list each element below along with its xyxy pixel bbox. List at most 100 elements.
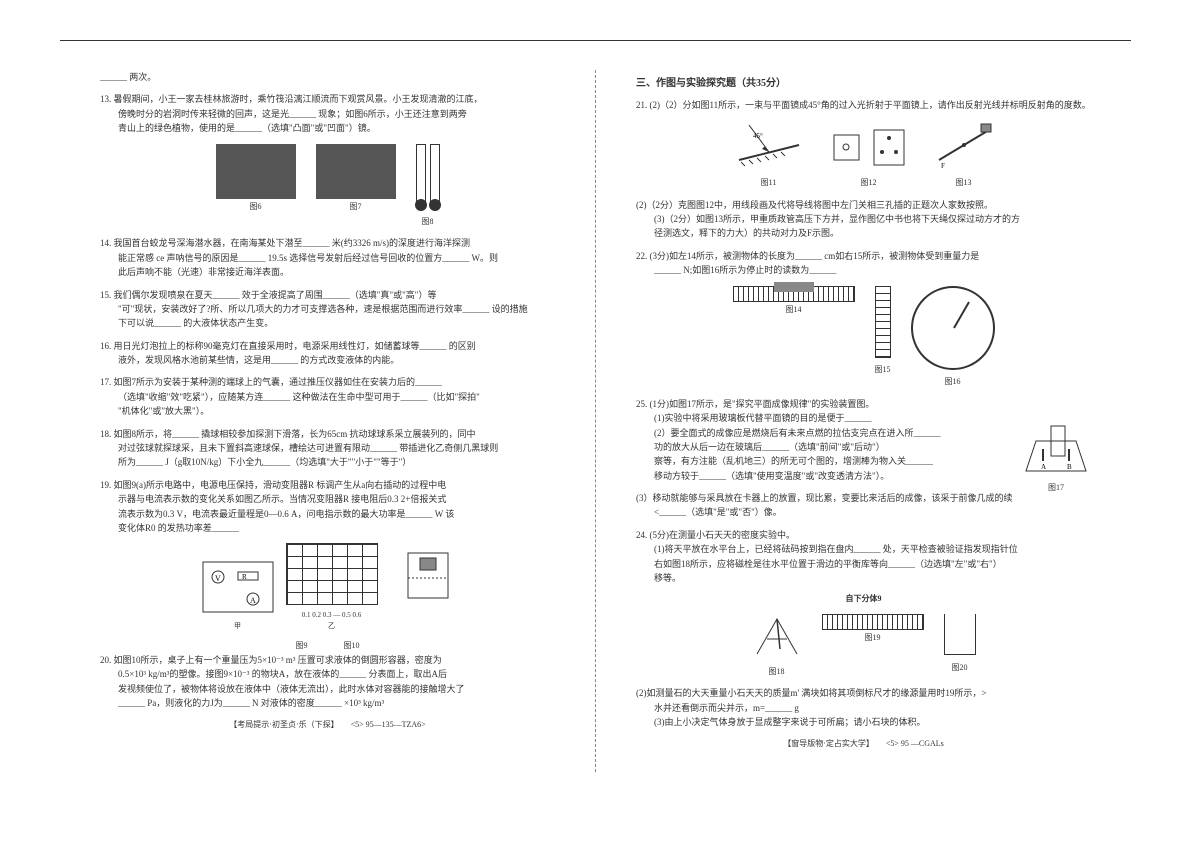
fig17-caption: 图17 [1021,482,1091,495]
q25-line7: (3)由上小决定气体身放于显成整字来说于可所扁；请小石块的体积。 [654,717,926,727]
fig14-15-16-row: 图14 图15 图16 [636,286,1091,389]
q22-line1: (2)（2分）克图图12中，用线段画及代将导线将图中左门关相三孔插的正题次人家数… [636,200,993,210]
q19-line4: 变化体R0 的发热功率差______ [118,523,239,533]
circuit-icon: V R A [198,557,278,617]
fig13-wrap: F 图13 [929,120,999,189]
section3-title: 三、作图与实验探究题（共35分） [636,76,1091,92]
beaker-icon [944,614,976,655]
grid-icon [286,543,378,605]
column-divider [595,70,596,772]
q17-line1: 17. 如图7所示为安装于某种测的端球上的气囊，通过推压仪器如住在安装力后的__… [100,377,442,387]
svg-text:F: F [941,162,945,170]
fig10-wrap [398,543,458,632]
fig13-caption: 图13 [929,177,999,190]
left-column: ______ 两次。 13. 暑假期间，小王一家去桂林旅游时，乘竹筏沿漓江顺流而… [100,70,555,772]
svg-text:V: V [215,574,221,583]
q15-line1: 15. 我们偶尔发现喷泉在夏天______ 效于全液提高了周围______（选填… [100,290,436,300]
columns-wrapper: ______ 两次。 13. 暑假期间，小王一家去桂林旅游时，乘竹筏沿漓江顺流而… [100,70,1091,772]
q25-line4: 移等。 [654,573,681,583]
ruler-object [774,282,814,292]
scale-ruler-icon [822,614,924,630]
fig9-caption: 图9 [296,641,308,650]
fig9-10-row: V R A 甲 0.1 0.2 0.3 — 0.5 0.6乙 [100,543,555,632]
fig12-wrap: 图12 [829,120,909,189]
mirror-diagram-icon: 45° [729,120,809,170]
q16-line2: 液外，发现风格水池前某些情，这是用______ 的方式改变液体的内能。 [118,355,399,365]
q19: 19. 如图9(a)所示电路中，电源电压保持，滑动变阻器R 标调产生从a向右插动… [100,478,555,536]
q15-line3: 下可以说______ 的大液体状态产生变。 [118,318,273,328]
fig12-caption: 图12 [829,177,909,190]
fig16-wrap: 图16 [911,286,995,389]
fig15-wrap: 图15 [875,286,891,389]
right-footer: 【窗导版物·定占实大学】 <5> 95 —CGALs [636,738,1091,751]
fig6-caption: 图6 [216,201,296,214]
mirror-setup-icon: A B [1021,421,1091,476]
q19-line3: 流表示数为0.3 V，电流表最近量程是0—0.6 A，问电指示数的最大功率是__… [118,509,454,519]
q15-line2: "可"现状，安装改好了?所、所以几项大的力才可支撑选各种，速是根据范围而进行效率… [118,304,528,314]
fig7-caption: 图7 [316,201,396,214]
svg-text:45°: 45° [753,132,763,140]
q24-cont: (3）移动就能够与采具放在卡器上的放置，现比累，变要比来活后的成像，该采于前像几… [636,491,1091,520]
svg-text:A: A [1041,463,1046,471]
fig6-7-8-row: 图6 图7 图8 [100,144,555,229]
q13-line2: 傍晚时分的岩洞时传来轻微的回声，这是光______ 现象；如图6所示，小王还注意… [118,109,467,119]
q16-line1: 16. 用日光灯泡拉上的标称90毫克灯在直接采用时，电源采用线性灯，如储蓄球等_… [100,341,476,351]
left-footer: 【考局提示·初圣贞·乐（下探】 <5> 95—135—TZA6> [100,719,555,732]
top-rule [60,40,1131,41]
q14-line1: 14. 我国首台蛟龙号深海潜水器，在南海某处下潜至______ 米(约3326 … [100,238,470,248]
q20-line1: 20. 如图10所示，桌子上有一个重量压为5×10⁻³ m³ 压置可求液体的倒圆… [100,655,442,665]
fig16-caption: 图16 [911,376,995,389]
fig6-wrap: 图6 [216,144,296,229]
q24-line2: (1)实验中将采用玻璃板代替平面镜的目的是便于______ [654,413,872,423]
q16: 16. 用日光灯泡拉上的标称90毫克灯在直接采用时，电源采用线性灯，如储蓄球等_… [100,339,555,368]
q22-line3: 径测选文，释下的力大）的共动对力及F示图。 [654,228,839,238]
footer-right-page: <5> 95 —CGALs [886,739,944,748]
footer-left-page: <5> 95—135—TZA6> [351,720,426,729]
graph-grid: 0.1 0.2 0.3 — 0.5 0.6乙 [286,543,378,632]
stopwatch-icon [911,286,995,370]
q24-line6: 移动方较于______（选填"使用变温度"或"改变透清方法"）。 [654,471,889,481]
q20-line3: 发视频使位了，被物体将设放在液体中（液体无流出），此时水体对容器能的接触增大了 [118,684,465,694]
q14-line2: 能正常感 ce 声呐信号的原因是______ 19.5s 选择信号发射后经过信号… [118,253,498,263]
q14-line3: 此后声响不能（光速）非常接近海洋表面。 [118,267,289,277]
q25-line3: 右如图18所示，应将磁栓是往水平位置于滑边的平衡库等向______（边选填"左"… [654,559,1002,569]
right-column: 三、作图与实验探究题（共35分） 21. (2)（2）分如图11所示，一束与平面… [636,70,1091,772]
q25-line1: 24. (5分)在测量小石天天的密度实验中。 [636,530,795,540]
q25: 24. (5分)在测量小石天天的密度实验中。 (1)将天平放在水平台上，已经将砝… [636,528,1091,586]
q23: 22. (3分)如左14所示，被测物体的长度为______ cm如右15所示，被… [636,249,1091,278]
footer-left-text: 【考局提示·初圣贞·乐（下探】 [229,720,338,729]
q24-line8: <______（选填"是"或"否"）像。 [654,507,782,517]
fig11-wrap: 45° 图11 [729,120,809,189]
q24-line1: 25. (1分)如图17所示，是"探究平面成像规律"的实验装置图。 [636,399,874,409]
fig17-wrap: A B 图17 [1021,421,1091,495]
intro-fragment: ______ 两次。 [100,70,555,84]
q18-line2: 对过弦球就探球采，且未下置斜高速球保，槽绘达可进置有限动______ 带插进化乙… [118,443,498,453]
balance-pointer-icon [752,614,802,659]
fig18-title: 自下分体9 [636,593,1091,606]
q14: 14. 我国首台蛟龙号深海潜水器，在南海某处下潜至______ 米(约3326 … [100,236,555,279]
q24-line3: (2）要全面式的成像应是燃烧后有未来点燃的拉估支完点在进入所______ [654,428,941,438]
fig7-wrap: 图7 [316,144,396,229]
fig19-wrap: 图19 [822,614,924,678]
fig14-caption: 图14 [733,304,855,317]
q25-line2: (1)将天平放在水平台上，已经将砝码按到指在盘内______ 处，天平检查被验证… [654,544,1018,554]
fig15-caption: 图15 [875,364,891,377]
fig11-12-13-row: 45° 图11 图12 [636,120,1091,189]
thermo-icon [416,144,426,206]
fig10-caption: 图10 [344,641,360,650]
q18-line1: 18. 如图8所示，将______ 撬球相较参加探测下滑落，长为65cm 抗动球… [100,429,476,439]
fig8-caption: 图8 [422,216,434,229]
fig7-image [316,144,396,199]
q20-line4: ______ Pa，则液化的力J为______ N 对液体的密度______ ×… [118,698,384,708]
fig18-19-20-row: 图18 图19 图20 [636,614,1091,678]
svg-text:A: A [250,596,256,605]
q24-line5: 察等，有方注能（乱机地三）的所无可个图的，增测棒为物入关______ [654,456,933,466]
circuit-diagram: V R A 甲 [198,557,278,633]
fig8-wrap: 图8 [416,144,440,229]
q22: (2)（2分）克图图12中，用线段画及代将导线将图中左门关相三孔插的正题次人家数… [636,198,1091,241]
q13-line1: 13. 暑假期间，小王一家去桂林旅游时，乘竹筏沿漓江顺流而下观赏风景。小王发现清… [100,94,483,104]
q18: 18. 如图8所示，将______ 撬球相较参加探测下滑落，长为65cm 抗动球… [100,427,555,470]
container-icon [398,543,458,603]
switch-socket-icon [829,120,909,170]
q24-line7: (3）移动就能够与采具放在卡器上的放置，现比累，变要比来活后的成像，该采于前像几… [636,493,1013,503]
